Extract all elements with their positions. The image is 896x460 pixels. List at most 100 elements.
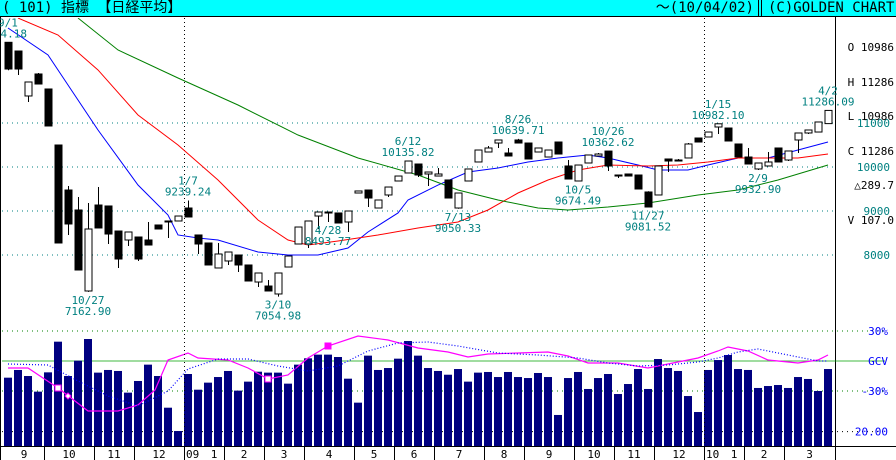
- volume-bar: [704, 369, 712, 446]
- annotation-date: 9/1: [0, 16, 18, 29]
- candle-down: [184, 207, 193, 218]
- volume-bar: [54, 341, 62, 446]
- moving-average-line: [77, 18, 829, 211]
- volume-bar: [214, 377, 222, 446]
- volume-bar: [654, 359, 662, 446]
- month-label: 9: [546, 448, 553, 460]
- volume-bar: [464, 381, 472, 446]
- candle-up: [424, 171, 433, 175]
- month-label: 2: [241, 448, 248, 460]
- volume-bar: [414, 355, 422, 446]
- volume-bar: [134, 380, 142, 446]
- volume-bar: [234, 390, 242, 446]
- annotation-date: 6/12: [395, 135, 422, 148]
- candle-down: [554, 141, 563, 155]
- volume-bar: [634, 369, 642, 446]
- volume-bar: [814, 390, 822, 446]
- month-label: 12: [152, 448, 165, 460]
- candle-up: [294, 226, 303, 245]
- month-label: 11: [107, 448, 120, 460]
- gcv-marker: [54, 384, 62, 392]
- candle-up: [274, 272, 283, 295]
- volume-bar: [734, 369, 742, 446]
- annotation-date: 4/2: [818, 84, 838, 97]
- month-label: 1: [211, 448, 218, 460]
- annotation-value: 10362.62: [582, 136, 635, 149]
- close-value: C 11286: [847, 144, 894, 158]
- candle-up: [314, 211, 323, 217]
- candle-up: [224, 251, 233, 262]
- candle-down: [94, 204, 103, 229]
- chart-title: ( 101) 指標 【日経平均】: [2, 0, 182, 16]
- volume-bar: [344, 378, 352, 446]
- candle-down: [54, 144, 63, 244]
- volume-bar: [514, 377, 522, 446]
- month-label: 7: [456, 448, 463, 460]
- candle-up: [784, 150, 793, 161]
- volume-bar: [164, 407, 172, 446]
- volume-bar: [314, 354, 322, 446]
- volume-bar: [534, 372, 542, 446]
- annotation-value: 10639.71: [492, 124, 545, 137]
- price-plot: [4, 18, 833, 297]
- volume-bar: [154, 376, 162, 446]
- annotation-value: 9239.24: [165, 185, 212, 198]
- candle-down: [414, 163, 423, 176]
- volume-bar: [374, 369, 382, 446]
- moving-average-line: [7, 27, 829, 256]
- candle-up: [374, 199, 383, 209]
- month-label: 4: [326, 448, 333, 460]
- volume-bar: [544, 377, 552, 446]
- volume-bar: [754, 387, 762, 446]
- candle-down: [134, 236, 143, 260]
- candle-down: [614, 174, 623, 177]
- volume-ma-line: [7, 341, 828, 407]
- candle-down: [144, 239, 153, 246]
- volume-bar: [174, 431, 182, 446]
- volume-bar: [244, 381, 252, 446]
- volume-bar: [334, 357, 342, 446]
- volume-bar: [364, 355, 372, 446]
- candle-up: [494, 139, 503, 144]
- candle-up: [594, 153, 603, 157]
- volume-bar: [444, 374, 452, 446]
- candle-up: [534, 147, 543, 153]
- volume-bar: [494, 377, 502, 446]
- candle-down: [74, 209, 83, 271]
- candle-down: [34, 73, 43, 85]
- volume-bar: [114, 370, 122, 446]
- candle-down: [104, 205, 113, 235]
- candle-down: [624, 173, 633, 177]
- volume-bar: [434, 370, 442, 446]
- volume-bar: [594, 378, 602, 446]
- volume-value: V 107.0: [847, 213, 894, 227]
- month-label: 6: [411, 448, 418, 460]
- candle-down: [644, 191, 653, 208]
- candle-up: [174, 215, 183, 222]
- candle-down: [634, 174, 643, 190]
- candle-down: [44, 88, 53, 127]
- volume-bar: [194, 389, 202, 446]
- open-value: O 10986: [847, 41, 894, 54]
- candle-down: [774, 147, 783, 163]
- month-label: 9: [21, 448, 28, 460]
- volume-bar: [24, 376, 32, 446]
- volume-bar: [744, 369, 752, 446]
- volume-bar: [294, 364, 302, 446]
- volume-bar: [674, 370, 682, 446]
- candle-down: [604, 150, 613, 167]
- price-tick-label: 9000: [864, 205, 891, 218]
- annotation-date: 11/27: [631, 209, 664, 222]
- volume-bar: [424, 368, 432, 446]
- change-value: △289.7: [854, 179, 894, 192]
- volume-bar: [574, 371, 582, 446]
- volume-bar: [4, 377, 12, 446]
- price-tick-label: 8000: [864, 249, 891, 262]
- volume-axis-label: 20.00: [855, 426, 888, 439]
- candle-up: [574, 164, 583, 182]
- volume-bar: [384, 368, 392, 446]
- annotation-date: 8/26: [505, 113, 532, 126]
- candle-down: [744, 156, 753, 165]
- volume-bar: [394, 358, 402, 446]
- candle-down: [164, 220, 173, 223]
